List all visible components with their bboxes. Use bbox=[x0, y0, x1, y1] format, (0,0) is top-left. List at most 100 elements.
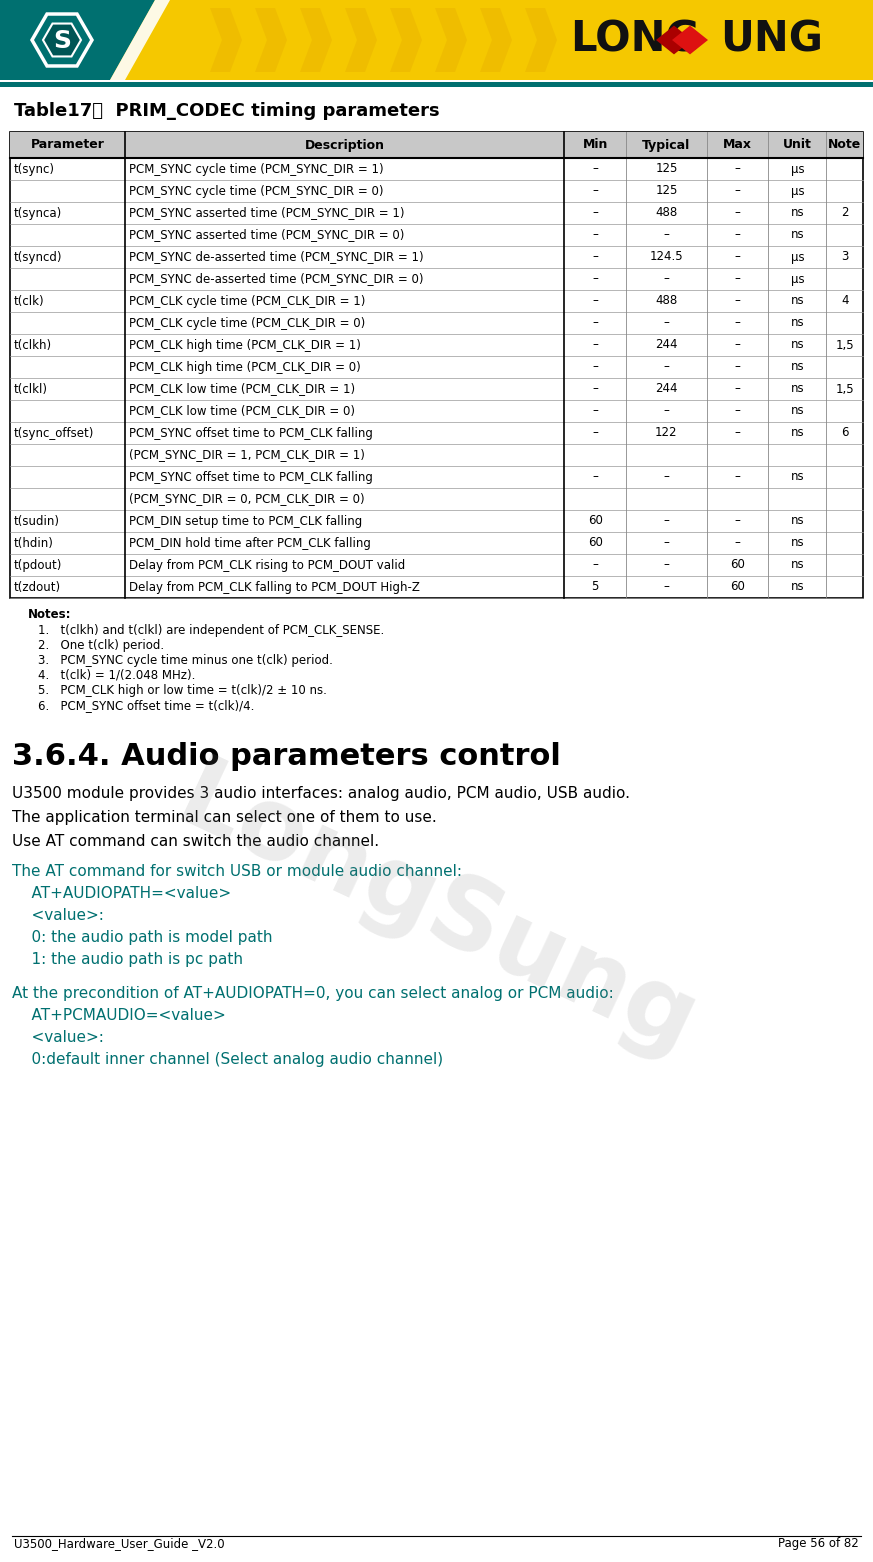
Text: 488: 488 bbox=[656, 295, 677, 308]
Text: –: – bbox=[735, 184, 740, 197]
Text: –: – bbox=[592, 162, 598, 175]
Text: –: – bbox=[592, 295, 598, 308]
Text: Use AT command can switch the audio channel.: Use AT command can switch the audio chan… bbox=[12, 834, 379, 850]
Text: PCM_SYNC de-asserted time (PCM_SYNC_DIR = 0): PCM_SYNC de-asserted time (PCM_SYNC_DIR … bbox=[129, 272, 423, 286]
Text: The application terminal can select one of them to use.: The application terminal can select one … bbox=[12, 811, 436, 825]
Text: –: – bbox=[735, 470, 740, 484]
Text: PCM_SYNC offset time to PCM_CLK falling: PCM_SYNC offset time to PCM_CLK falling bbox=[129, 426, 373, 439]
Text: –: – bbox=[592, 470, 598, 484]
Text: 5: 5 bbox=[592, 581, 599, 594]
Text: 488: 488 bbox=[656, 206, 677, 220]
Text: ns: ns bbox=[791, 470, 804, 484]
Text: t(sync_offset): t(sync_offset) bbox=[14, 426, 94, 439]
Text: –: – bbox=[663, 272, 670, 286]
Polygon shape bbox=[210, 8, 242, 72]
Text: 1,5: 1,5 bbox=[835, 339, 854, 351]
Text: 3.6.4. Audio parameters control: 3.6.4. Audio parameters control bbox=[12, 742, 560, 772]
Text: –: – bbox=[735, 536, 740, 550]
Bar bbox=[10, 133, 863, 158]
Bar bbox=[0, 0, 873, 80]
Bar bbox=[10, 133, 863, 598]
Text: t(syncd): t(syncd) bbox=[14, 250, 63, 264]
Polygon shape bbox=[672, 25, 708, 55]
Text: –: – bbox=[592, 317, 598, 330]
Text: 1,5: 1,5 bbox=[835, 383, 854, 395]
Text: (PCM_SYNC_DIR = 0, PCM_CLK_DIR = 0): (PCM_SYNC_DIR = 0, PCM_CLK_DIR = 0) bbox=[129, 492, 365, 506]
Text: t(sudin): t(sudin) bbox=[14, 514, 60, 528]
Text: PCM_SYNC asserted time (PCM_SYNC_DIR = 1): PCM_SYNC asserted time (PCM_SYNC_DIR = 1… bbox=[129, 206, 405, 220]
Text: –: – bbox=[592, 339, 598, 351]
Text: PCM_SYNC de-asserted time (PCM_SYNC_DIR = 1): PCM_SYNC de-asserted time (PCM_SYNC_DIR … bbox=[129, 250, 423, 264]
Text: 6.   PCM_SYNC offset time = t(clk)/4.: 6. PCM_SYNC offset time = t(clk)/4. bbox=[38, 700, 254, 712]
Text: t(synca): t(synca) bbox=[14, 206, 62, 220]
Text: LongSung: LongSung bbox=[162, 751, 711, 1076]
Text: μs: μs bbox=[791, 250, 804, 264]
Text: 244: 244 bbox=[655, 339, 677, 351]
Text: PCM_DIN setup time to PCM_CLK falling: PCM_DIN setup time to PCM_CLK falling bbox=[129, 514, 362, 528]
Text: –: – bbox=[735, 361, 740, 373]
Text: –: – bbox=[592, 559, 598, 572]
Text: –: – bbox=[663, 317, 670, 330]
Polygon shape bbox=[656, 25, 692, 55]
Text: 2: 2 bbox=[841, 206, 849, 220]
Text: 124.5: 124.5 bbox=[650, 250, 684, 264]
Text: PCM_CLK cycle time (PCM_CLK_DIR = 0): PCM_CLK cycle time (PCM_CLK_DIR = 0) bbox=[129, 317, 366, 330]
Text: ns: ns bbox=[791, 228, 804, 242]
Text: <value>:: <value>: bbox=[12, 1029, 104, 1045]
Text: –: – bbox=[592, 383, 598, 395]
Text: –: – bbox=[735, 383, 740, 395]
Text: 60: 60 bbox=[730, 559, 745, 572]
Text: t(clkh): t(clkh) bbox=[14, 339, 52, 351]
Text: μs: μs bbox=[791, 184, 804, 197]
Text: 5.   PCM_CLK high or low time = t(clk)/2 ± 10 ns.: 5. PCM_CLK high or low time = t(clk)/2 ±… bbox=[38, 684, 327, 697]
Text: Unit: Unit bbox=[783, 139, 812, 152]
Text: –: – bbox=[592, 250, 598, 264]
Text: t(hdin): t(hdin) bbox=[14, 536, 54, 550]
Text: –: – bbox=[663, 470, 670, 484]
Text: AT+AUDIOPATH=<value>: AT+AUDIOPATH=<value> bbox=[12, 886, 231, 901]
Text: 6: 6 bbox=[841, 426, 849, 439]
Text: –: – bbox=[592, 361, 598, 373]
Text: Min: Min bbox=[582, 139, 608, 152]
Text: PCM_SYNC cycle time (PCM_SYNC_DIR = 0): PCM_SYNC cycle time (PCM_SYNC_DIR = 0) bbox=[129, 184, 383, 197]
Text: Page 56 of 82: Page 56 of 82 bbox=[778, 1537, 859, 1551]
Text: –: – bbox=[592, 405, 598, 417]
Polygon shape bbox=[300, 8, 332, 72]
Text: –: – bbox=[735, 162, 740, 175]
Text: ns: ns bbox=[791, 514, 804, 528]
Text: 125: 125 bbox=[656, 162, 677, 175]
Text: –: – bbox=[663, 559, 670, 572]
Text: ns: ns bbox=[791, 206, 804, 220]
Polygon shape bbox=[435, 8, 467, 72]
Text: ns: ns bbox=[791, 559, 804, 572]
Text: ns: ns bbox=[791, 339, 804, 351]
Text: μs: μs bbox=[791, 162, 804, 175]
Text: At the precondition of AT+AUDIOPATH=0, you can select analog or PCM audio:: At the precondition of AT+AUDIOPATH=0, y… bbox=[12, 986, 614, 1001]
Text: PCM_DIN hold time after PCM_CLK falling: PCM_DIN hold time after PCM_CLK falling bbox=[129, 536, 371, 550]
Text: –: – bbox=[735, 295, 740, 308]
Text: Description: Description bbox=[305, 139, 385, 152]
Text: Typical: Typical bbox=[643, 139, 691, 152]
Text: ns: ns bbox=[791, 405, 804, 417]
Text: ns: ns bbox=[791, 536, 804, 550]
Text: PCM_SYNC offset time to PCM_CLK falling: PCM_SYNC offset time to PCM_CLK falling bbox=[129, 470, 373, 484]
Text: (PCM_SYNC_DIR = 1, PCM_CLK_DIR = 1): (PCM_SYNC_DIR = 1, PCM_CLK_DIR = 1) bbox=[129, 448, 365, 461]
Text: –: – bbox=[592, 184, 598, 197]
Polygon shape bbox=[255, 8, 287, 72]
Text: –: – bbox=[592, 426, 598, 439]
Text: –: – bbox=[663, 361, 670, 373]
Text: PCM_SYNC cycle time (PCM_SYNC_DIR = 1): PCM_SYNC cycle time (PCM_SYNC_DIR = 1) bbox=[129, 162, 384, 175]
Text: PCM_CLK high time (PCM_CLK_DIR = 1): PCM_CLK high time (PCM_CLK_DIR = 1) bbox=[129, 339, 361, 351]
Text: 60: 60 bbox=[730, 581, 745, 594]
Polygon shape bbox=[0, 0, 155, 80]
Text: ns: ns bbox=[791, 581, 804, 594]
Text: PCM_SYNC asserted time (PCM_SYNC_DIR = 0): PCM_SYNC asserted time (PCM_SYNC_DIR = 0… bbox=[129, 228, 404, 242]
Text: ns: ns bbox=[791, 383, 804, 395]
Text: μs: μs bbox=[791, 272, 804, 286]
Text: PCM_CLK low time (PCM_CLK_DIR = 1): PCM_CLK low time (PCM_CLK_DIR = 1) bbox=[129, 383, 355, 395]
Text: 122: 122 bbox=[655, 426, 677, 439]
Text: –: – bbox=[735, 426, 740, 439]
Text: t(clk): t(clk) bbox=[14, 295, 45, 308]
Text: –: – bbox=[735, 228, 740, 242]
Text: –: – bbox=[663, 536, 670, 550]
